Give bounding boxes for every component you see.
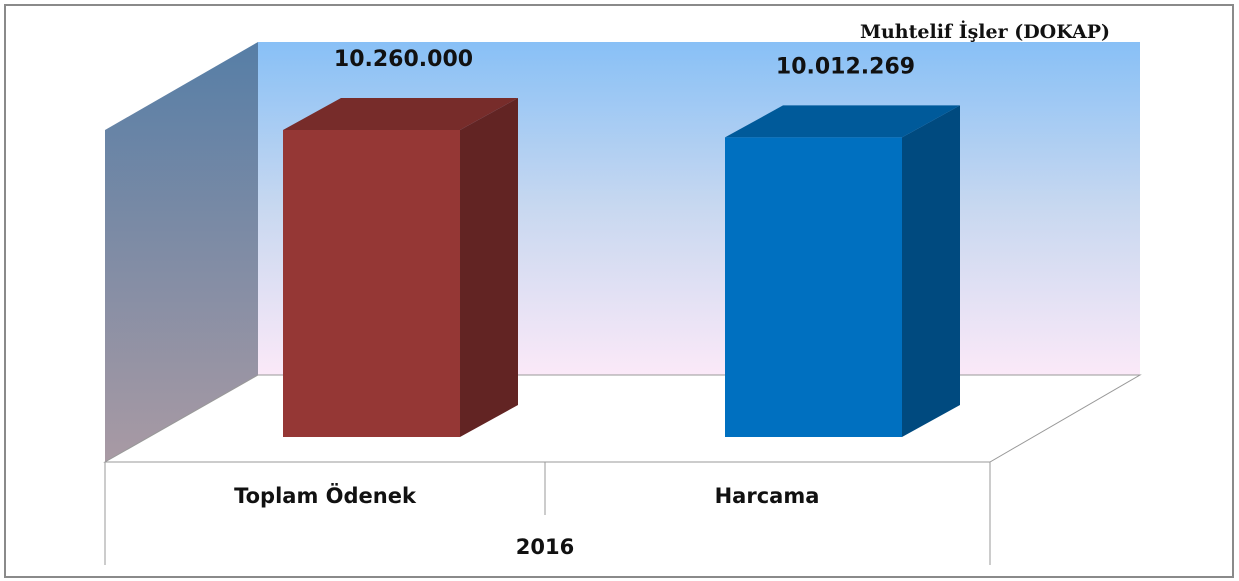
x-tick-label: Harcama xyxy=(715,484,820,508)
bar-top xyxy=(725,105,960,138)
bar-side xyxy=(460,98,518,437)
x-tick-label: Toplam Ödenek xyxy=(234,483,417,508)
side-wall xyxy=(105,42,258,462)
bar-top xyxy=(283,98,518,130)
bar-side xyxy=(902,105,960,438)
value-label: 10.012.269 xyxy=(776,54,915,79)
value-label: 10.260.000 xyxy=(334,47,473,72)
floor xyxy=(103,374,1142,463)
bar xyxy=(725,137,902,438)
bar xyxy=(283,130,460,437)
group-label: 2016 xyxy=(516,535,574,559)
chart-title: Muhtelif İşler (DOKAP) xyxy=(860,20,1110,43)
